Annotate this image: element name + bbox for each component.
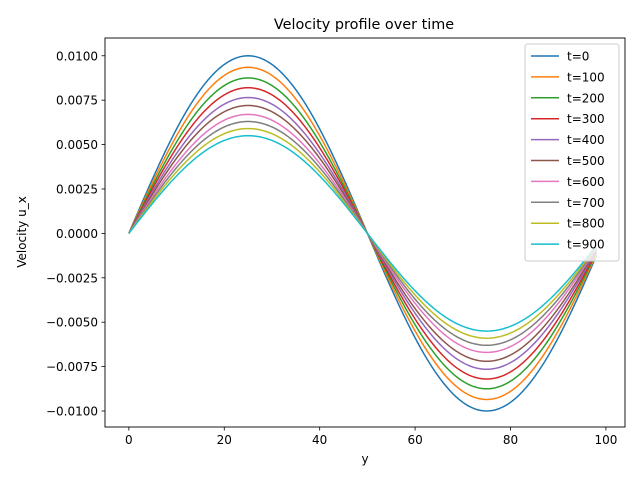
y-axis-label: Velocity u_x <box>15 196 29 268</box>
y-axis: −0.0100 −0.0075 −0.0050 −0.0025 0.0000 0.0025… <box>46 49 105 419</box>
legend-label-1: t=100 <box>567 70 605 84</box>
legend: t=0 t=100 t=200 t=300 t=400 t=500 t=600 t=700 t=… <box>524 43 620 262</box>
series-line-9 <box>128 134 597 332</box>
x-tick-label-1: 20 <box>217 433 232 447</box>
y-tick-label-3: −0.0025 <box>46 271 98 285</box>
y-tick-label-0: −0.0100 <box>46 405 98 419</box>
legend-label-4: t=400 <box>567 133 605 147</box>
legend-label-5: t=500 <box>567 154 605 168</box>
y-tick-label-5: 0.0025 <box>56 182 98 196</box>
x-tick-label-5: 100 <box>594 433 617 447</box>
y-tick-label-1: −0.0075 <box>46 360 98 374</box>
x-tick-label-4: 80 <box>503 433 518 447</box>
y-tick-label-4: 0.0000 <box>56 227 98 241</box>
series-layer <box>128 55 598 412</box>
legend-label-8: t=800 <box>567 217 605 231</box>
legend-label-0: t=0 <box>567 50 589 64</box>
legend-label-3: t=300 <box>567 112 605 126</box>
axes-frame <box>104 37 626 428</box>
legend-label-7: t=700 <box>567 196 605 210</box>
x-axis-label: y <box>361 452 368 466</box>
legend-label-6: t=600 <box>567 175 605 189</box>
chart-title: Velocity profile over time <box>274 17 454 33</box>
x-axis: 0 20 40 60 80 100 <box>125 427 617 447</box>
y-tick-label-8: 0.0100 <box>56 49 98 63</box>
x-tick-label-3: 60 <box>407 433 422 447</box>
legend-label-2: t=200 <box>567 91 605 105</box>
x-tick-label-0: 0 <box>125 433 133 447</box>
y-tick-label-6: 0.0050 <box>56 138 98 152</box>
y-tick-label-2: −0.0050 <box>46 316 98 330</box>
legend-label-9: t=900 <box>567 238 605 252</box>
y-tick-label-7: 0.0075 <box>56 94 98 108</box>
plot-area <box>128 55 598 412</box>
x-tick-label-2: 40 <box>312 433 327 447</box>
